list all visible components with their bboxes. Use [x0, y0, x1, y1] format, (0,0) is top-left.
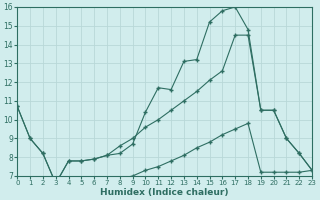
- X-axis label: Humidex (Indice chaleur): Humidex (Indice chaleur): [100, 188, 229, 197]
